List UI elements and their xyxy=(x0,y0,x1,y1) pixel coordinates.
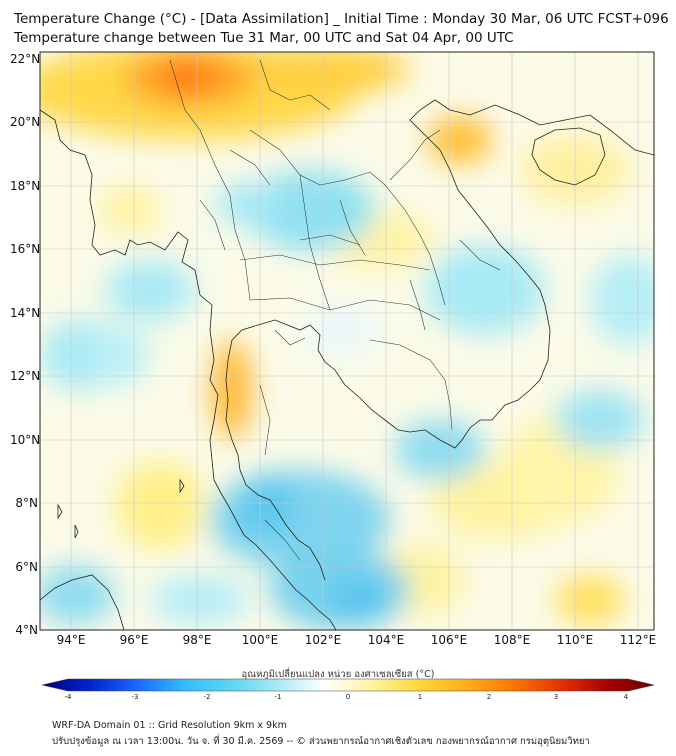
colorbar-tick: 3 xyxy=(553,693,559,701)
lon-label-106e: 106°E xyxy=(430,633,468,647)
colorbar-tick: 1 xyxy=(417,693,423,701)
lon-label-102e: 102°E xyxy=(304,633,342,647)
colorbar-tick: 0 xyxy=(345,693,351,701)
lon-label-96e: 96°E xyxy=(119,633,149,647)
lon-label-110e: 110°E xyxy=(556,633,594,647)
colorbar-tick: 4 xyxy=(623,693,629,701)
lon-label-100e: 100°E xyxy=(241,633,279,647)
lat-label-22n: 22°N xyxy=(10,52,41,66)
lon-label-112e: 112°E xyxy=(619,633,657,647)
map-title-line2: Temperature change between Tue 31 Mar, 0… xyxy=(14,30,514,46)
temperature-field xyxy=(40,52,654,630)
map-title-line1: Temperature Change (°C) - [Data Assimila… xyxy=(14,11,669,27)
footer-update-credit: ปรับปรุงข้อมูล ณ เวลา 13:00น. วัน จ. ที่… xyxy=(52,736,590,747)
colorbar-tick: 2 xyxy=(486,693,492,701)
colorbar-tick: -4 xyxy=(64,693,72,701)
colorbar-tick: -2 xyxy=(203,693,211,701)
lat-label-10n: 10°N xyxy=(10,433,41,447)
colorbar-tick: -3 xyxy=(131,693,139,701)
coastlines xyxy=(40,99,654,630)
lat-label-4n: 4°N xyxy=(15,623,38,637)
lat-label-6n: 6°N xyxy=(15,560,38,574)
lon-label-108e: 108°E xyxy=(493,633,531,647)
lat-label-14n: 14°N xyxy=(10,306,41,320)
lat-label-20n: 20°N xyxy=(10,115,41,129)
lon-label-94e: 94°E xyxy=(56,633,86,647)
footer-domain-info: WRF-DA Domain 01 :: Grid Resolution 9km … xyxy=(52,720,287,731)
lat-label-12n: 12°N xyxy=(10,369,41,383)
lon-label-104e: 104°E xyxy=(367,633,405,647)
lat-label-18n: 18°N xyxy=(10,179,41,193)
colorbar-tick: -1 xyxy=(274,693,282,701)
lat-label-16n: 16°N xyxy=(10,242,41,256)
plot-frame xyxy=(39,51,655,631)
colorbar xyxy=(41,678,655,692)
province-borders xyxy=(169,59,501,561)
colorbar-gradient xyxy=(41,678,655,692)
colorbar-title: อุณหภูมิเปลี่ยนแปลง หน่วย องศาเซลเซียส (… xyxy=(241,669,435,680)
temperature-change-map xyxy=(39,51,655,631)
lon-label-98e: 98°E xyxy=(182,633,212,647)
lat-label-8n: 8°N xyxy=(15,496,38,510)
graticule xyxy=(40,52,654,630)
